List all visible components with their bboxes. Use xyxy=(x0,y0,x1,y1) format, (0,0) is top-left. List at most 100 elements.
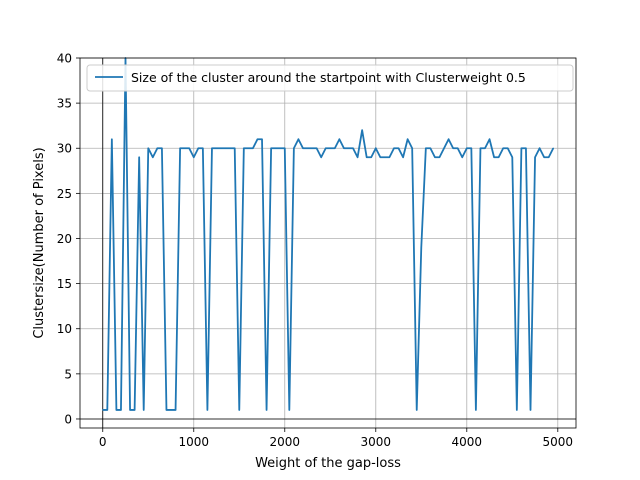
data-point xyxy=(188,147,190,149)
data-point xyxy=(379,156,381,158)
y-tick-label: 10 xyxy=(57,322,72,336)
data-point xyxy=(147,147,149,149)
data-point xyxy=(252,147,254,149)
data-point xyxy=(411,147,413,149)
x-tick-label: 5000 xyxy=(543,435,574,449)
data-point xyxy=(407,138,409,140)
x-tick-label: 2000 xyxy=(269,435,300,449)
x-axis-ticks: 0 1000 2000 3000 4000 5000 xyxy=(99,428,573,449)
data-point xyxy=(156,147,158,149)
data-point xyxy=(429,147,431,149)
data-point xyxy=(243,147,245,149)
data-point xyxy=(225,147,227,149)
data-point xyxy=(288,409,290,411)
data-point xyxy=(420,246,422,249)
data-point xyxy=(520,147,522,149)
data-point xyxy=(161,147,163,149)
data-point xyxy=(416,409,418,411)
data-point xyxy=(193,156,195,158)
data-point xyxy=(247,147,249,149)
data-point xyxy=(325,147,327,149)
x-tick-label: 1000 xyxy=(178,435,209,449)
data-point xyxy=(466,147,468,149)
data-point xyxy=(170,409,172,411)
data-point xyxy=(115,409,117,411)
data-point xyxy=(479,147,482,149)
data-point xyxy=(393,147,395,149)
data-point xyxy=(356,156,359,158)
data-point xyxy=(270,147,272,149)
data-point xyxy=(297,138,300,140)
data-point xyxy=(334,147,336,149)
y-tick-label: 5 xyxy=(64,367,72,381)
data-point xyxy=(370,156,372,158)
y-axis-label: Clustersize(Number of Pixels) xyxy=(32,147,47,338)
data-point xyxy=(552,147,554,149)
data-point xyxy=(129,409,131,411)
data-point xyxy=(206,409,209,411)
data-point xyxy=(174,409,177,411)
y-tick-label: 30 xyxy=(57,142,72,156)
legend-label: Size of the cluster around the startpoin… xyxy=(131,70,526,85)
data-point xyxy=(498,156,500,158)
data-point xyxy=(343,147,345,149)
data-point xyxy=(434,156,436,158)
data-point xyxy=(502,147,504,149)
data-point xyxy=(265,409,268,411)
data-point xyxy=(475,409,477,411)
data-point xyxy=(534,156,536,158)
plot-frame xyxy=(79,57,577,429)
data-point xyxy=(493,156,495,158)
data-point xyxy=(111,138,113,140)
data-point xyxy=(366,156,368,158)
x-tick-label: 4000 xyxy=(452,435,483,449)
data-point xyxy=(106,409,108,411)
data-point xyxy=(238,409,240,411)
data-point xyxy=(152,156,154,158)
data-point xyxy=(488,138,491,140)
data-point xyxy=(402,156,404,158)
zero-reference-lines xyxy=(80,58,576,428)
x-axis-label: Weight of the gap-loss xyxy=(255,456,401,471)
data-point xyxy=(507,147,509,149)
data-point xyxy=(279,147,281,149)
data-point xyxy=(234,147,236,149)
data-point xyxy=(375,147,377,149)
data-point xyxy=(457,147,459,149)
y-tick-label: 40 xyxy=(57,52,72,66)
data-point xyxy=(202,147,204,149)
data-point xyxy=(229,147,231,149)
y-tick-label: 25 xyxy=(57,187,72,201)
data-point xyxy=(529,409,532,411)
data-point xyxy=(425,147,427,149)
data-point xyxy=(220,147,222,149)
legend-box xyxy=(86,64,574,92)
data-point xyxy=(320,156,322,158)
data-point xyxy=(275,147,277,149)
data-point xyxy=(338,138,340,140)
data-point xyxy=(470,147,472,149)
data-point xyxy=(215,147,218,149)
data-point xyxy=(134,409,136,411)
data-point xyxy=(256,138,259,140)
data-point xyxy=(511,156,513,158)
y-tick-label: 20 xyxy=(57,232,72,246)
legend: Size of the cluster around the startpoin… xyxy=(86,64,574,92)
data-point xyxy=(293,147,295,149)
data-point xyxy=(438,156,441,158)
data-point xyxy=(397,147,400,149)
data-point xyxy=(179,147,181,149)
data-point xyxy=(443,147,445,149)
data-point xyxy=(329,147,331,149)
data-point xyxy=(452,147,454,149)
y-axis-ticks: 0 5 10 15 20 25 30 35 40 xyxy=(57,52,80,426)
data-point xyxy=(311,147,313,149)
data-point xyxy=(102,409,104,411)
data-point xyxy=(120,409,122,411)
x-tick-label: 3000 xyxy=(361,435,392,449)
data-point xyxy=(352,147,354,149)
data-point xyxy=(165,409,168,411)
data-point xyxy=(388,156,391,158)
data-point xyxy=(543,156,545,158)
x-tick-label: 0 xyxy=(99,435,107,449)
